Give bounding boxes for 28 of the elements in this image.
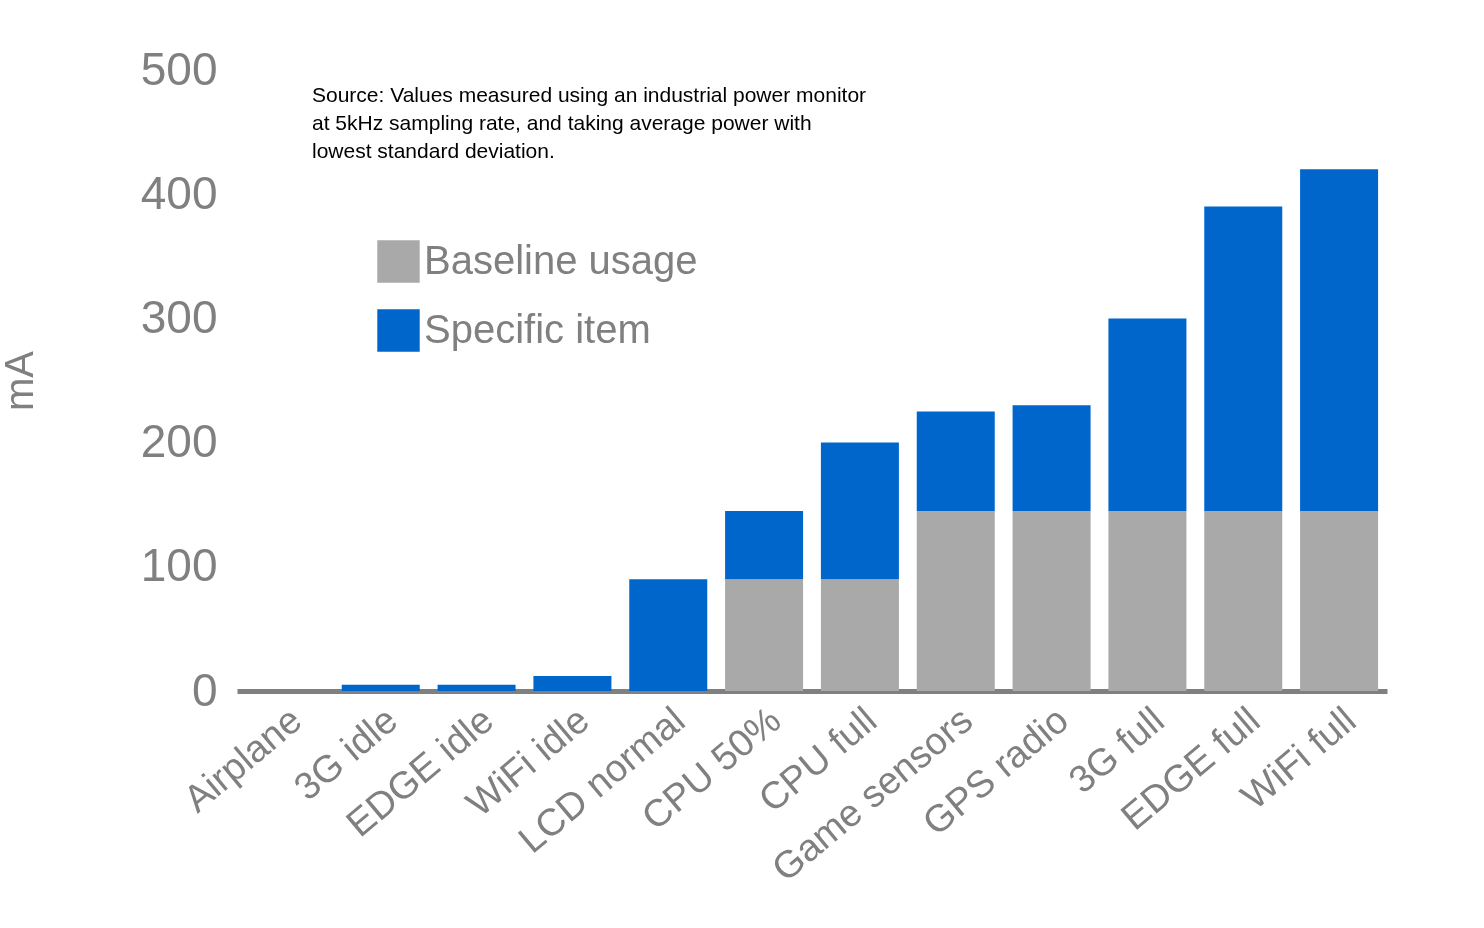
bar bbox=[1204, 510, 1283, 691]
bar bbox=[725, 579, 804, 691]
bar bbox=[1204, 206, 1283, 511]
y-tick-label: 100 bbox=[140, 539, 218, 592]
bar bbox=[820, 579, 899, 691]
y-tick-label: 400 bbox=[140, 166, 218, 219]
bar bbox=[1300, 510, 1379, 691]
y-tick-label: 200 bbox=[140, 415, 218, 468]
bar bbox=[533, 676, 612, 691]
legend-label: Specific item bbox=[424, 306, 651, 351]
annotation: Source: Values measured using an industrial power monitor at 5kHz sampling rate, and taking average power with lowest standard deviation. bbox=[312, 83, 867, 162]
y-axis-title: mA bbox=[0, 350, 41, 411]
y-tick-label: 0 bbox=[191, 663, 218, 716]
bar bbox=[1108, 318, 1187, 511]
bar bbox=[916, 510, 995, 691]
bar bbox=[916, 411, 995, 511]
bar bbox=[1012, 405, 1091, 511]
bar bbox=[1012, 510, 1091, 691]
bar bbox=[1300, 169, 1379, 511]
bar bbox=[1108, 510, 1187, 691]
bar bbox=[629, 579, 708, 691]
bar bbox=[820, 442, 899, 580]
bar bbox=[725, 510, 804, 580]
bar bbox=[437, 684, 516, 691]
y-tick-label: 300 bbox=[140, 290, 218, 343]
bar bbox=[341, 684, 420, 691]
y-tick-label: 500 bbox=[140, 42, 218, 95]
legend-label: Baseline usage bbox=[424, 237, 698, 282]
